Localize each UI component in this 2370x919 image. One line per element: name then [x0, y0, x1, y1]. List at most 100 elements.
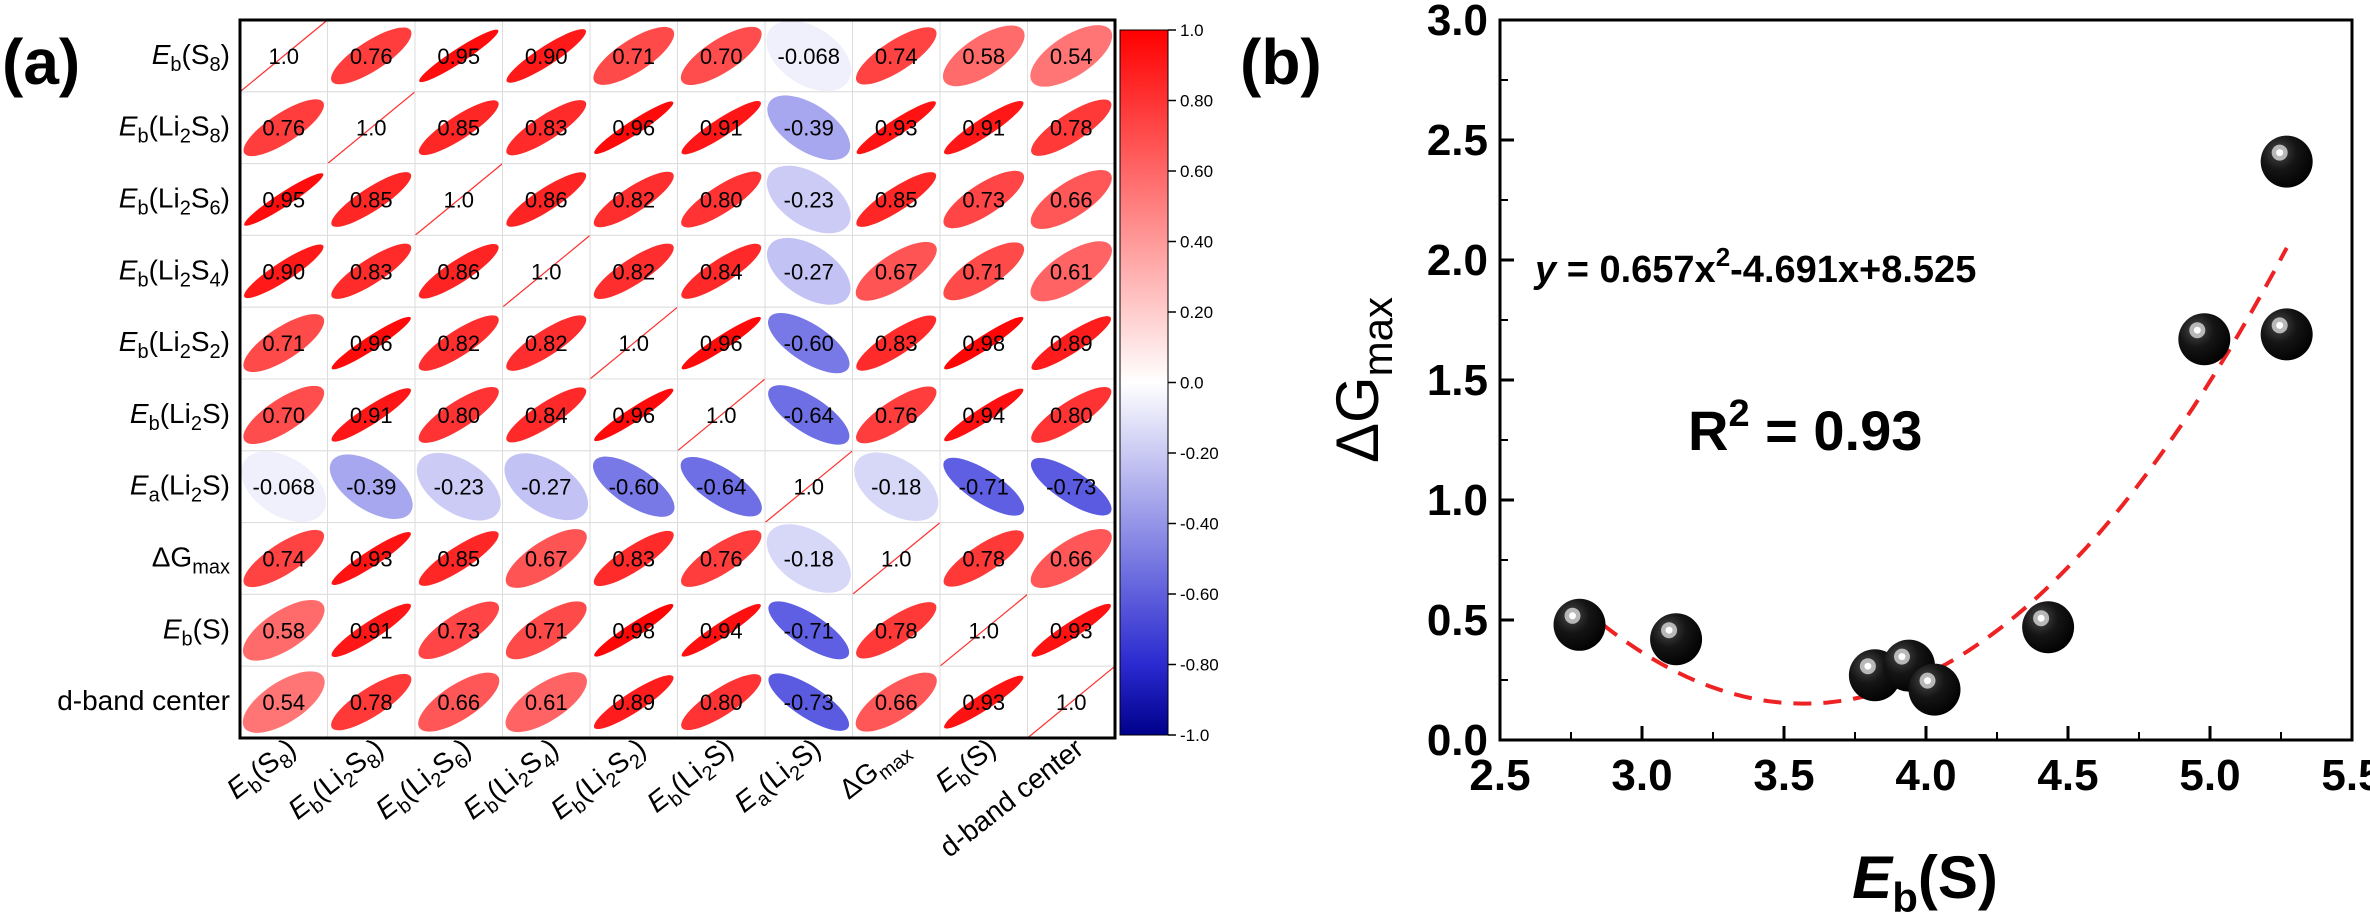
cell-value-label: -0.60 — [609, 475, 659, 500]
column-label: ΔGmax — [833, 732, 917, 809]
correlation-ellipse — [243, 244, 324, 299]
correlation-ellipse — [681, 171, 762, 228]
correlation-ellipse — [681, 316, 761, 370]
cell-value-label: 0.84 — [525, 403, 568, 428]
scatter-panel: (b) 2.5 3.0 3.5 4.0 4.5 5.0 5.5 0.0 0.5 1.0 1.5 2.0… — [1240, 0, 2370, 919]
cell-value-label: 0.91 — [350, 618, 393, 643]
correlation-ellipse — [1031, 386, 1112, 443]
column-label: Eb(Li2S) — [641, 732, 743, 823]
correlation-ellipse — [331, 673, 412, 731]
correlation-ellipse — [944, 388, 1024, 442]
cell-value-label: 0.90 — [525, 44, 568, 69]
x-tick-label: 5.5 — [2321, 751, 2370, 800]
correlation-ellipse — [939, 593, 1028, 667]
correlation-ellipse — [680, 456, 762, 517]
data-point — [1650, 613, 1703, 666]
data-point-glint — [2193, 326, 2201, 334]
correlation-ellipse — [852, 522, 941, 595]
correlation-ellipse — [243, 314, 325, 373]
cell-value-label: 0.54 — [262, 690, 305, 715]
correlation-ellipse — [594, 604, 674, 657]
data-point-glint — [1898, 653, 1906, 661]
cell-value-label: 0.85 — [437, 116, 480, 141]
cell-value-label: 0.58 — [262, 618, 305, 643]
correlation-ellipse — [681, 243, 762, 299]
plot-frame — [1498, 18, 2354, 742]
correlation-ellipse — [331, 27, 412, 85]
column-labels: Eb(S8)Eb(Li2S8)Eb(Li2S6)Eb(Li2S4)Eb(Li2S… — [221, 732, 1089, 863]
correlation-ellipse — [419, 29, 499, 83]
cell-value-label: -0.60 — [784, 331, 834, 356]
correlation-ellipse — [944, 675, 1024, 729]
data-point-sphere — [2260, 135, 2313, 188]
correlation-ellipse — [856, 315, 937, 371]
cell-value-label: 0.76 — [350, 44, 393, 69]
cell-value-label: -0.39 — [784, 116, 834, 141]
correlation-ellipse — [593, 243, 674, 300]
row-label: Eb(Li2S6) — [119, 183, 230, 220]
correlation-ellipse — [855, 672, 937, 732]
correlation-ellipse — [506, 29, 587, 83]
cell-value-label: 0.98 — [962, 331, 1005, 356]
row-label: Ea(Li2S) — [130, 470, 230, 507]
correlation-ellipse — [241, 451, 327, 522]
cell-value-label: -0.068 — [253, 475, 315, 500]
correlation-ellipse — [418, 672, 500, 732]
data-point — [1553, 598, 1606, 651]
colorbar-ticks: 1.0 0.80 0.60 0.40 0.20 0.0 -0.20 -0.40 -0.60 -0.… — [1168, 21, 1219, 745]
cell-value-label: 0.91 — [962, 116, 1005, 141]
cell-value-label: 0.80 — [1050, 403, 1093, 428]
data-point-glint — [2276, 149, 2284, 157]
colorbar-tick-label: -0.20 — [1180, 444, 1219, 463]
correlation-ellipse — [329, 454, 413, 519]
correlation-ellipse — [766, 20, 852, 92]
y-tick-label: 1.0 — [1427, 476, 1488, 525]
correlation-ellipse — [943, 170, 1025, 229]
cell-value-label: 0.73 — [962, 188, 1005, 213]
x-tick-label: 4.0 — [1895, 751, 1956, 800]
cell-value-label: -0.18 — [871, 475, 921, 500]
correlation-ellipse — [593, 26, 675, 85]
x-tick-label: 2.5 — [1469, 751, 1530, 800]
correlation-ellipse — [854, 452, 939, 521]
correlation-ellipse — [331, 243, 412, 299]
cell-value-label: 0.96 — [612, 116, 655, 141]
cell-value-label: 0.94 — [700, 618, 743, 643]
heatmap-grid: 1.0 0.76 0.95 0.90 0.71 0.70 -0.068 0.74 0.58 0.5… — [239, 19, 1116, 739]
correlation-ellipse — [943, 530, 1024, 587]
cell-value-label: 0.74 — [875, 44, 918, 69]
correlation-ellipse — [855, 241, 937, 301]
correlation-ellipse — [506, 172, 587, 227]
cell-value-label: 0.83 — [875, 331, 918, 356]
correlation-ellipse — [766, 524, 851, 593]
data-point — [2178, 313, 2231, 366]
cell-value-label: 0.71 — [962, 259, 1005, 284]
correlation-ellipse — [856, 386, 937, 444]
data-point — [2260, 135, 2313, 188]
cell-value-label: 0.95 — [437, 44, 480, 69]
cell-value-label: 0.89 — [612, 690, 655, 715]
correlation-ellipse — [418, 531, 499, 586]
fit-equation: y = 0.657x2-4.691x+8.525 — [1533, 242, 1976, 291]
correlation-ellipse — [764, 450, 853, 524]
correlation-ellipse — [331, 172, 412, 227]
cell-value-label: -0.27 — [784, 259, 834, 284]
cell-value-label: 0.96 — [612, 403, 655, 428]
cell-value-label: 0.82 — [612, 188, 655, 213]
cell-value-label: -0.64 — [784, 403, 834, 428]
correlation-ellipse — [1030, 241, 1112, 302]
correlation-ellipse — [505, 529, 587, 588]
colorbar-tick-label: 0.0 — [1180, 374, 1204, 393]
cell-value-label: -0.39 — [346, 475, 396, 500]
y-tick-label: 0.0 — [1427, 716, 1488, 765]
correlation-ellipse — [944, 316, 1024, 370]
correlation-ellipse — [239, 19, 328, 93]
correlation-ellipse — [681, 101, 761, 155]
cell-value-label: 0.93 — [962, 690, 1005, 715]
data-point-glint — [1665, 626, 1673, 634]
cell-value-label: 0.71 — [525, 618, 568, 643]
correlation-ellipse — [593, 675, 674, 730]
correlation-ellipse — [680, 26, 762, 85]
correlation-ellipse — [593, 171, 674, 228]
